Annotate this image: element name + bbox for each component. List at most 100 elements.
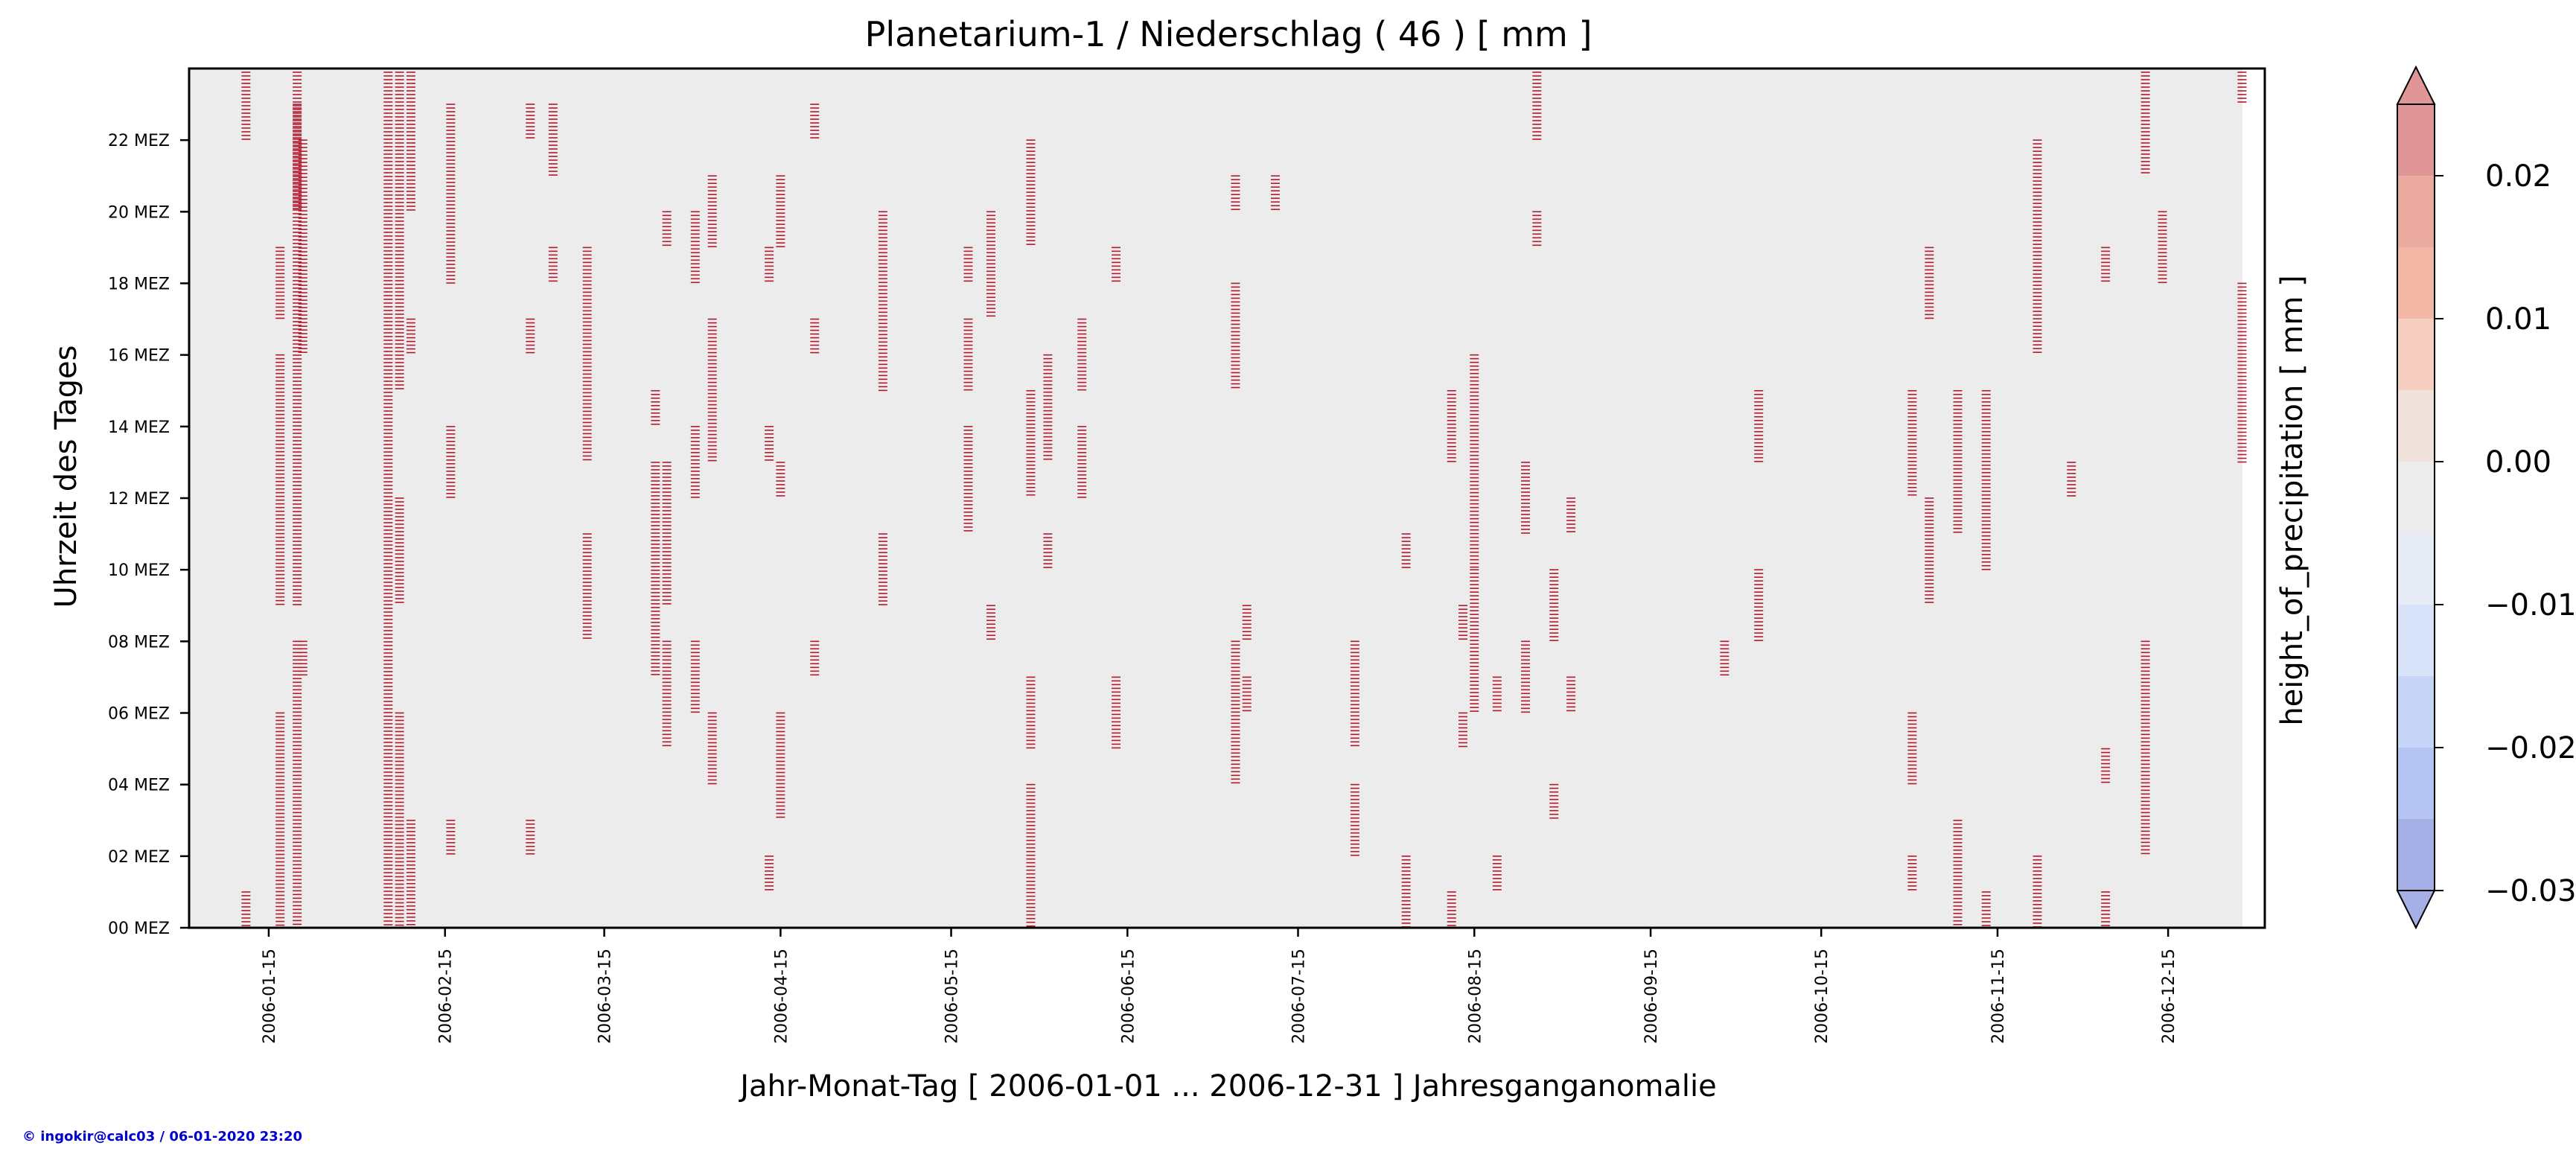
- colorbar-tick-label: −0.02: [2485, 731, 2576, 765]
- colorbar-segment: [2397, 533, 2435, 605]
- event-day-306-segment-0: [1925, 497, 1934, 603]
- colorbar-min-arrow: [2396, 890, 2436, 930]
- event-day-46-segment-1: [446, 103, 456, 284]
- colorbar-segment: [2397, 247, 2435, 319]
- chart-title: Planetarium-1 / Niederschlag ( 46 ) [ mm…: [865, 14, 1593, 54]
- event-day-361-segment-0: [2237, 282, 2247, 463]
- event-day-270-segment-0: [1720, 640, 1729, 676]
- x-tick-label: 2006-11-15: [1989, 949, 2008, 1044]
- event-day-10-segment-0: [241, 891, 251, 926]
- event-day-331-segment-0: [2067, 462, 2076, 497]
- x-tick-label: 2006-05-15: [943, 949, 962, 1044]
- event-day-39-segment-1: [406, 318, 415, 354]
- event-day-344-segment-0: [2140, 640, 2150, 855]
- event-day-19-segment-0: [293, 640, 302, 926]
- colorbar-border: [2397, 103, 2435, 891]
- event-day-60-segment-2: [526, 819, 535, 855]
- event-day-64-segment-0: [548, 246, 558, 282]
- event-day-151-segment-1: [1043, 354, 1053, 460]
- x-tick-label: 2006-10-15: [1813, 949, 1831, 1044]
- plot-area: 00 MEZ 02 MEZ 04 MEZ 06 MEZ 08 MEZ 10 MEZ 12 M…: [108, 67, 2266, 1044]
- colorbar-tick-label: 0.00: [2485, 445, 2551, 480]
- event-day-37-segment-1: [395, 497, 404, 603]
- event-day-224-segment-1: [1458, 712, 1467, 748]
- event-day-148-segment-3: [1026, 139, 1036, 245]
- event-day-224-segment-0: [1458, 605, 1467, 640]
- event-day-230-segment-1: [1492, 676, 1502, 712]
- plot-background: [189, 69, 2242, 928]
- event-day-104-segment-1: [776, 462, 785, 497]
- event-day-102-segment-1: [765, 426, 774, 461]
- event-day-226-segment-0: [1470, 569, 1479, 712]
- colorbar-label: height_of_precipitation [ mm ]: [2275, 275, 2309, 725]
- event-day-303-segment-0: [1907, 856, 1917, 891]
- event-day-35-segment-0: [383, 68, 393, 926]
- event-day-37-segment-0: [395, 712, 404, 926]
- event-day-237-segment-0: [1532, 211, 1542, 246]
- event-day-60-segment-1: [526, 103, 535, 138]
- event-day-89-segment-1: [690, 426, 700, 498]
- event-day-243-segment-0: [1566, 497, 1576, 532]
- event-day-104-segment-2: [776, 175, 785, 248]
- event-day-37-segment-2: [395, 68, 404, 389]
- y-tick-label: 12 MEZ: [108, 490, 170, 509]
- event-day-163-segment-0: [1112, 676, 1121, 749]
- event-day-102-segment-2: [765, 246, 774, 282]
- colorbar-segment: [2397, 676, 2435, 748]
- event-day-325-segment-1: [2033, 139, 2042, 353]
- event-day-205-segment-1: [1350, 640, 1359, 747]
- event-day-316-segment-1: [1981, 389, 1991, 570]
- event-day-64-segment-1: [548, 103, 558, 176]
- event-day-235-segment-0: [1521, 640, 1531, 713]
- y-tick-label: 20 MEZ: [108, 203, 170, 222]
- event-day-110-segment-0: [810, 640, 820, 676]
- x-tick-label: 2006-08-15: [1466, 949, 1485, 1044]
- event-day-235-segment-1: [1521, 462, 1531, 534]
- event-day-205-segment-0: [1350, 783, 1359, 856]
- event-day-60-segment-0: [526, 318, 535, 354]
- y-tick-label: 10 MEZ: [108, 561, 170, 580]
- y-tick-label: 08 MEZ: [108, 633, 170, 652]
- event-day-240-segment-0: [1549, 783, 1559, 819]
- event-day-46-segment-0: [446, 426, 456, 498]
- y-tick-label: 18 MEZ: [108, 276, 170, 294]
- event-day-344-segment-1: [2140, 68, 2150, 173]
- y-axis-label: Uhrzeit des Tages: [49, 345, 83, 608]
- event-day-226-segment-1: [1470, 354, 1479, 568]
- y-tick-label: 00 MEZ: [108, 920, 170, 938]
- x-tick-label: 2006-09-15: [1642, 949, 1661, 1044]
- event-day-337-segment-2: [2101, 246, 2111, 282]
- y-tick-label: 14 MEZ: [108, 418, 170, 437]
- event-day-222-segment-1: [1447, 891, 1456, 926]
- colorbar-segment: [2397, 390, 2435, 462]
- event-day-157-segment-0: [1077, 426, 1087, 498]
- colorbar-max-arrow: [2396, 65, 2436, 105]
- precipitation-events: [241, 68, 2247, 928]
- y-tick-label: 22 MEZ: [108, 132, 170, 150]
- colorbar-segment: [2397, 605, 2435, 676]
- colorbar-segment: [2397, 748, 2435, 819]
- event-day-141-segment-1: [986, 211, 996, 317]
- credit-footer: © ingokir@calc03 / 06-01-2020 23:20: [22, 1129, 303, 1144]
- event-day-303-segment-1: [1907, 712, 1917, 785]
- event-day-16-segment-2: [275, 354, 285, 605]
- event-day-39-segment-2: [406, 68, 415, 211]
- event-day-84-segment-2: [662, 211, 672, 246]
- y-axis-ticks: 00 MEZ 02 MEZ 04 MEZ 06 MEZ 08 MEZ 10 MEZ 12 M…: [108, 132, 189, 938]
- event-day-337-segment-0: [2101, 891, 2111, 926]
- colorbar-tick-label: −0.03: [2485, 874, 2576, 908]
- colorbar-segment: [2397, 176, 2435, 247]
- y-tick-label: 04 MEZ: [108, 777, 170, 795]
- event-day-148-segment-2: [1026, 389, 1036, 496]
- colorbar-segment: [2397, 319, 2435, 390]
- event-day-92-segment-2: [707, 175, 717, 248]
- x-tick-label: 2006-06-15: [1119, 949, 1138, 1044]
- event-day-148-segment-1: [1026, 676, 1036, 749]
- colorbar-tick-label: −0.01: [2485, 588, 2576, 622]
- event-day-70-segment-0: [582, 533, 592, 639]
- colorbar-segment: [2397, 462, 2435, 533]
- event-day-141-segment-0: [986, 605, 996, 640]
- event-day-311-segment-1: [1953, 389, 1963, 533]
- event-day-89-segment-2: [690, 211, 700, 284]
